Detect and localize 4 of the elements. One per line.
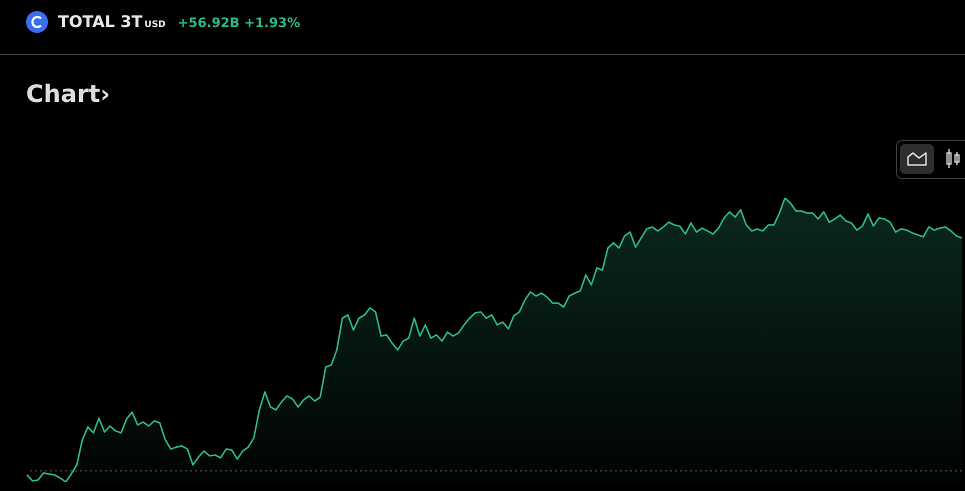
chart-title: TOTAL 3T xyxy=(58,12,142,31)
chart-subtitle: +56.92B +1.93% xyxy=(178,16,300,31)
text: Chart› xyxy=(26,80,110,108)
text: USD xyxy=(144,20,166,30)
